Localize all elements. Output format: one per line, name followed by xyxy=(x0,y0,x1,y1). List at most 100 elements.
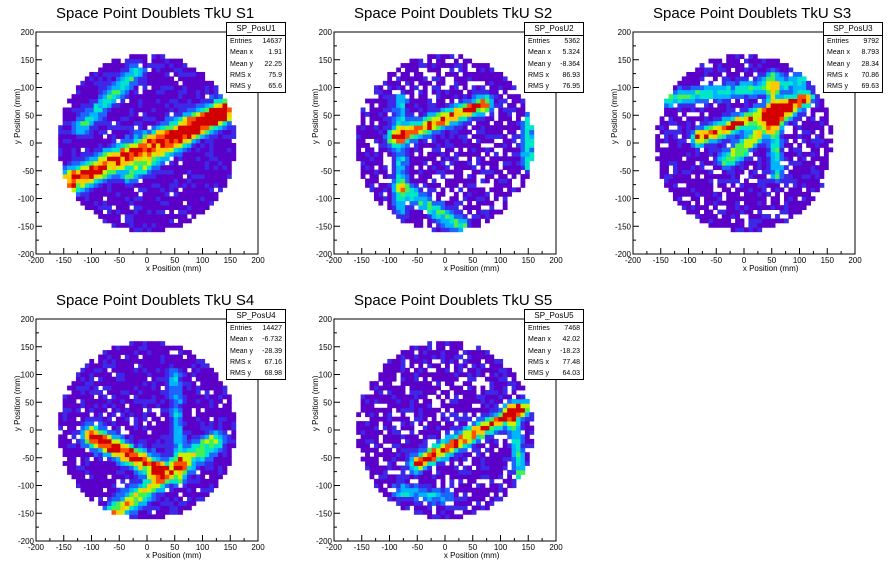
heatmap-cell xyxy=(164,94,170,99)
heatmap-cell xyxy=(659,138,665,144)
heatmap-cell xyxy=(84,398,90,404)
heatmap-cell xyxy=(471,89,477,95)
y-tick-label: 200 xyxy=(319,28,333,37)
heatmap-cell xyxy=(107,403,112,409)
heatmap-cell xyxy=(186,120,192,126)
heatmap-cell xyxy=(120,107,126,113)
y-tick-label: 150 xyxy=(618,56,632,65)
heatmap-cell xyxy=(493,143,499,148)
heatmap-cell xyxy=(213,191,219,197)
heatmap-cell xyxy=(195,134,201,139)
heatmap-cell xyxy=(102,483,108,489)
heatmap-cell xyxy=(735,80,740,86)
heatmap-cell xyxy=(507,187,512,193)
heatmap-cell xyxy=(373,125,379,131)
heatmap-cell xyxy=(151,111,157,117)
heatmap-cell xyxy=(672,129,678,135)
heatmap-cell xyxy=(458,76,464,82)
heatmap-cell xyxy=(458,111,464,117)
heatmap-cell xyxy=(218,94,223,99)
heatmap-cell xyxy=(783,151,789,157)
heatmap-cell xyxy=(721,125,727,131)
stats-row-rms-y: RMS y 69.63 xyxy=(824,81,882,92)
heatmap-cell xyxy=(378,430,384,435)
heatmap-cell xyxy=(770,156,776,162)
heatmap-cell xyxy=(413,58,419,64)
heatmap-cell xyxy=(418,191,424,197)
heatmap-cell xyxy=(413,160,419,166)
heatmap-cell xyxy=(440,174,446,179)
heatmap-cell xyxy=(147,191,152,197)
stats-row-entries: Entries 5362 xyxy=(525,36,583,47)
heatmap-cell xyxy=(169,196,175,202)
heatmap-cell xyxy=(382,138,388,144)
heatmap-cell xyxy=(405,71,410,77)
heatmap-cell xyxy=(511,156,517,162)
heatmap-cell xyxy=(169,187,175,193)
heatmap-cell xyxy=(815,134,820,139)
heatmap-cell xyxy=(115,430,121,435)
heatmap-cell xyxy=(155,134,161,139)
heatmap-cell xyxy=(806,103,811,108)
x-tick-label: -50 xyxy=(113,256,125,265)
heatmap-cell xyxy=(695,116,700,122)
heatmap-cell xyxy=(226,107,232,113)
heatmap-cell xyxy=(151,151,157,157)
heatmap-cell xyxy=(84,129,90,135)
heatmap-cell xyxy=(449,178,455,184)
heatmap-cell xyxy=(766,182,772,188)
heatmap-cell xyxy=(222,129,228,135)
heatmap-cell xyxy=(186,178,192,184)
heatmap-cell xyxy=(147,160,152,166)
heatmap-cell xyxy=(200,116,206,122)
heatmap-cell xyxy=(71,447,77,453)
heatmap-cell xyxy=(147,514,152,520)
heatmap-cell xyxy=(449,160,455,166)
heatmap-cell xyxy=(102,367,108,373)
heatmap-cell xyxy=(147,103,152,108)
heatmap-cell xyxy=(748,94,754,99)
heatmap-cell xyxy=(788,143,794,148)
heatmap-cell xyxy=(476,147,481,153)
heatmap-cell xyxy=(75,134,81,139)
heatmap-cell xyxy=(102,120,108,126)
histogram-panel-s1: Space Point Doublets TkU S1 -200 -150 -100… xyxy=(0,0,298,287)
heatmap-cell xyxy=(436,218,441,224)
x-tick-label: -200 xyxy=(326,256,343,265)
heatmap-cell xyxy=(155,403,161,409)
heatmap-cell xyxy=(169,483,175,489)
heatmap-cell xyxy=(516,111,521,117)
heatmap-cell xyxy=(62,430,68,435)
heatmap-cell xyxy=(775,178,780,184)
heatmap-cell xyxy=(699,94,705,99)
heatmap-cell xyxy=(819,174,825,179)
heatmap-cell xyxy=(107,469,112,475)
heatmap-cell xyxy=(142,390,148,395)
heatmap-cell xyxy=(80,469,86,475)
heatmap-cell xyxy=(67,174,72,179)
heatmap-cell xyxy=(84,120,90,126)
heatmap-cell xyxy=(124,492,130,497)
heatmap-cell xyxy=(730,103,736,108)
heatmap-cell xyxy=(209,85,214,91)
heatmap-cell xyxy=(739,89,745,95)
heatmap-cell xyxy=(721,80,727,86)
heatmap-cell xyxy=(717,134,723,139)
heatmap-cell xyxy=(664,125,669,131)
heatmap-cell xyxy=(484,76,490,82)
heatmap-cell xyxy=(191,138,197,144)
heatmap-cell xyxy=(93,80,99,86)
heatmap-cell xyxy=(111,430,117,435)
heatmap-cell xyxy=(391,461,397,466)
heatmap-cell xyxy=(173,196,179,202)
heatmap-cell xyxy=(726,116,732,122)
heatmap-cell xyxy=(766,129,772,135)
heatmap-cell xyxy=(369,116,375,122)
heatmap-cell xyxy=(115,205,121,210)
heatmap-cell xyxy=(98,358,103,364)
heatmap-cell xyxy=(98,456,103,462)
heatmap-cell xyxy=(373,447,379,453)
heatmap-cell xyxy=(186,196,192,202)
heatmap-cell xyxy=(373,174,379,179)
heatmap-cell xyxy=(436,103,441,108)
